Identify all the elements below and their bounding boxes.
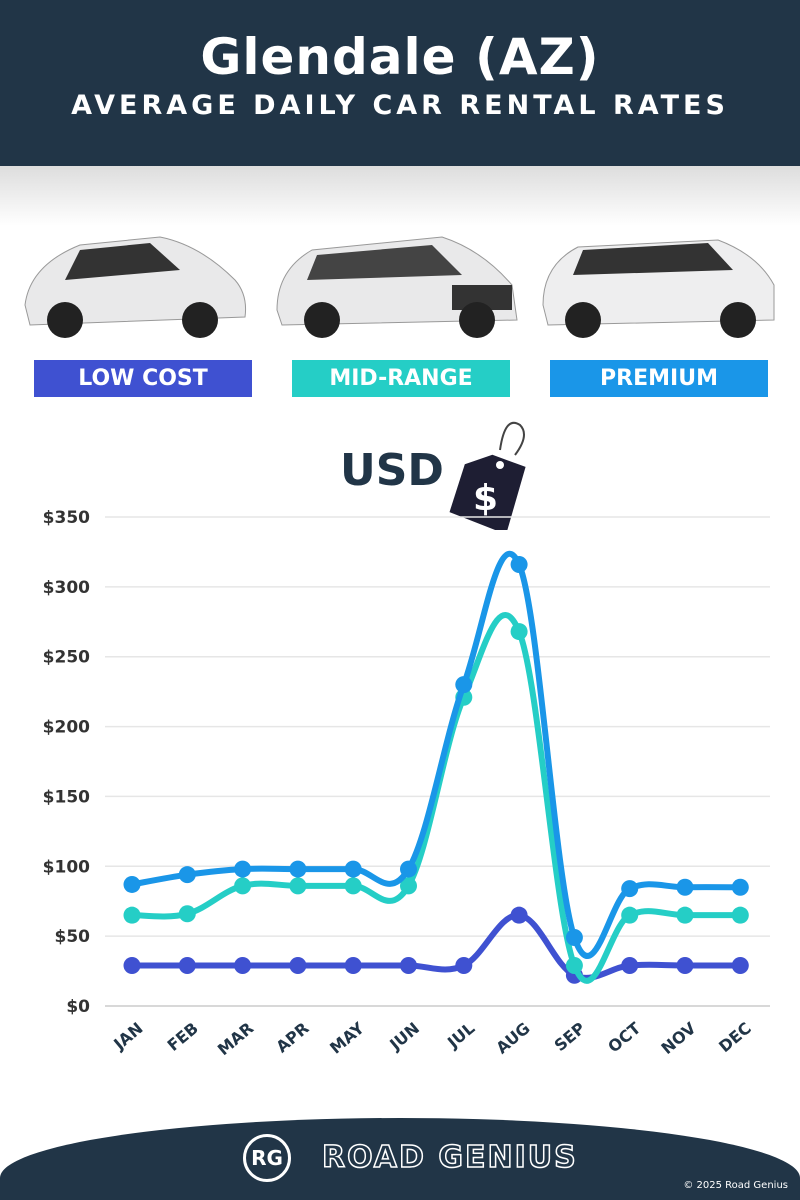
page-title: Glendale (AZ): [200, 28, 600, 86]
header: Glendale (AZ) AVERAGE DAILY CAR RENTAL R…: [0, 0, 800, 166]
badge-premium: PREMIUM: [550, 360, 768, 397]
data-point: [676, 878, 694, 896]
data-point: [400, 877, 417, 895]
data-point: [400, 956, 417, 974]
data-point: [400, 860, 417, 878]
copyright: © 2025 Road Genius: [683, 1180, 788, 1191]
y-tick-label: $100: [43, 857, 90, 877]
data-point: [731, 906, 749, 924]
x-tick-label: JUN: [385, 1019, 423, 1055]
road-genius-logo: RG: [243, 1134, 291, 1182]
data-point: [621, 880, 639, 898]
y-tick-label: $300: [43, 578, 90, 598]
data-point: [510, 556, 528, 574]
data-point: [510, 906, 528, 924]
data-point: [289, 956, 307, 974]
y-tick-label: $200: [43, 718, 90, 738]
x-tick-label: OCT: [604, 1018, 644, 1056]
y-tick-label: $50: [55, 927, 91, 947]
data-point: [178, 956, 196, 974]
data-point: [731, 878, 749, 896]
x-tick-label: AUG: [492, 1019, 533, 1058]
x-tick-label: DEC: [715, 1019, 755, 1057]
data-point: [344, 956, 362, 974]
data-point: [178, 905, 196, 923]
series-line: [129, 551, 744, 959]
data-point: [344, 877, 362, 895]
data-point: [123, 956, 141, 974]
data-point: [621, 906, 639, 924]
data-point: [178, 866, 196, 884]
data-point: [621, 956, 639, 974]
data-point: [289, 860, 307, 878]
page-subtitle: AVERAGE DAILY CAR RENTAL RATES: [71, 90, 729, 121]
data-point: [289, 877, 307, 895]
price-tag-dollar-icon: $: [449, 421, 526, 530]
series-line: [129, 912, 744, 981]
y-tick-label: $150: [43, 787, 90, 807]
data-point: [731, 956, 749, 974]
data-point: [565, 956, 583, 974]
x-tick-label: MAR: [214, 1019, 257, 1060]
x-tick-label: FEB: [164, 1019, 202, 1055]
data-point: [510, 623, 528, 641]
y-tick-label: $0: [66, 997, 90, 1017]
x-tick-label: JUL: [443, 1019, 478, 1053]
data-point: [123, 875, 141, 893]
data-point: [344, 860, 362, 878]
x-tick-label: SEP: [551, 1018, 590, 1055]
data-point: [455, 676, 473, 694]
badge-mid-range: MID-RANGE: [292, 360, 510, 397]
y-tick-label: $250: [43, 648, 90, 668]
data-point: [234, 860, 252, 878]
series-line: [129, 612, 744, 984]
data-point: [234, 956, 252, 974]
brand-name: ROAD GENIUS: [321, 1139, 578, 1176]
currency-label: USD: [340, 445, 444, 496]
premium-car-image: [542, 239, 775, 338]
data-point: [123, 906, 141, 924]
x-tick-label: APR: [272, 1019, 312, 1057]
x-tick-label: JAN: [109, 1019, 146, 1055]
mid-range-car-image: [276, 236, 518, 338]
data-point: [676, 906, 694, 924]
low-cost-car-image: [24, 236, 246, 338]
x-tick-label: MAY: [326, 1018, 368, 1057]
data-point: [455, 956, 473, 974]
data-point: [565, 929, 583, 947]
data-point: [676, 956, 694, 974]
shade: [0, 166, 800, 226]
data-point: [234, 877, 252, 895]
x-tick-label: NOV: [658, 1018, 701, 1058]
line-chart: $0 $50 $100 $150 $200 $250 $300 $350 JAN FEB MAR AP…: [43, 508, 770, 1060]
dollar-symbol: $: [473, 478, 498, 519]
y-tick-label: $350: [43, 508, 90, 528]
badge-low-cost: LOW COST: [34, 360, 252, 397]
